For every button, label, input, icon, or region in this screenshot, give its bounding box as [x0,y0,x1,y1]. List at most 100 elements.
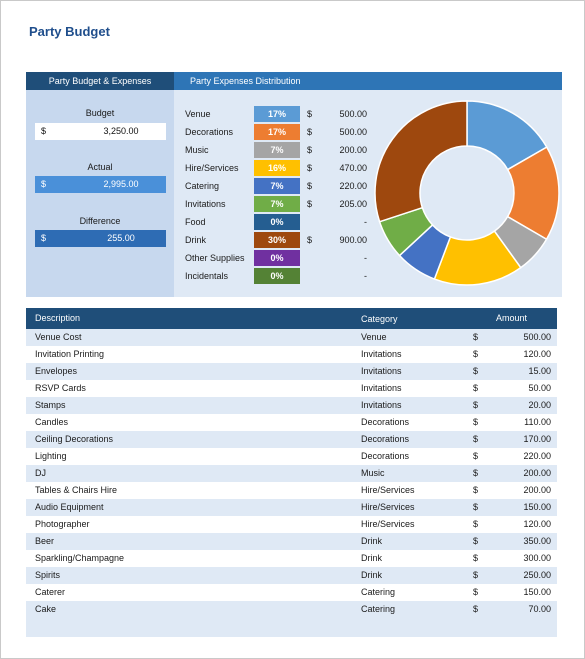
row-description: Spirits [35,570,61,580]
row-amount: 70.00 [528,604,551,614]
table-row: DJ Music $200.00 [26,465,557,482]
row-currency: $ [473,366,479,376]
row-category: Venue [361,332,387,342]
row-amount: 200.00 [523,468,551,478]
table-row: RSVP Cards Invitations $50.00 [26,380,557,397]
expense-amount: - [364,271,367,281]
expense-row: Venue 17% $500.00 [185,105,385,123]
row-category: Decorations [361,434,410,444]
budget-value: 3,250.00 [103,126,139,136]
row-description: Stamps [35,400,66,410]
expense-amount: 500.00 [339,127,367,137]
budget-label: Budget [85,108,115,118]
row-description: Tables & Chairs Hire [35,485,118,495]
row-description: Audio Equipment [35,502,104,512]
table-row: Candles Decorations $110.00 [26,414,557,431]
expense-row: Catering 7% $220.00 [185,177,385,195]
expense-name: Venue [185,109,211,119]
expense-amount: 200.00 [339,145,367,155]
budget-summary-header: Party Budget & Expenses [26,72,174,90]
row-category: Hire/Services [361,502,415,512]
expense-currency: $ [307,109,313,119]
expense-row: Music 7% $200.00 [185,141,385,159]
row-currency: $ [473,536,479,546]
row-category: Invitations [361,366,402,376]
expense-percent: 16% [254,160,300,176]
expense-amount: - [364,253,367,263]
expense-currency: $ [307,181,313,191]
budget-field[interactable]: $ 3,250.00 [35,123,166,140]
expense-name: Incidentals [185,271,229,281]
row-amount: 200.00 [523,485,551,495]
row-currency: $ [473,383,479,393]
donut-slice-drink [374,100,468,223]
row-category: Drink [361,553,383,563]
distribution-panel: Party Expenses Distribution Venue 17% $500… [174,72,562,297]
expense-percent: 30% [254,232,300,248]
row-description: Cake [35,604,57,614]
table-row: Venue Cost Venue $500.00 [26,329,557,346]
expense-donut-chart [374,100,560,286]
row-description: Envelopes [35,366,78,376]
expense-name: Music [185,145,209,155]
difference-field: $ 255.00 [35,230,166,247]
row-amount: 500.00 [523,332,551,342]
row-category: Hire/Services [361,485,415,495]
table-row: Cake Catering $70.00 [26,601,557,618]
row-category: Invitations [361,400,402,410]
expense-name: Catering [185,181,220,191]
row-amount: 150.00 [523,587,551,597]
expense-percent: 17% [254,106,300,122]
row-category: Drink [361,570,383,580]
row-amount: 220.00 [523,451,551,461]
actual-field: $ 2,995.00 [35,176,166,193]
expense-table: Description Category Amount Venue Cost Ve… [26,308,557,637]
row-currency: $ [473,587,479,597]
expense-row: Food 0% - [185,213,385,231]
distribution-header: Party Expenses Distribution [174,72,562,90]
row-category: Catering [361,587,396,597]
expense-name: Other Supplies [185,253,245,263]
expense-name: Invitations [185,199,226,209]
expense-percent: 17% [254,124,300,140]
expense-percent: 0% [254,214,300,230]
table-row: Invitation Printing Invitations $120.00 [26,346,557,363]
row-currency: $ [473,417,479,427]
row-amount: 150.00 [523,502,551,512]
row-currency: $ [473,349,479,359]
row-amount: 15.00 [528,366,551,376]
row-description: Sparkling/Champagne [35,553,125,563]
row-amount: 300.00 [523,553,551,563]
table-footer [26,618,557,637]
table-header: Description Category Amount [26,308,557,329]
expense-name: Decorations [185,127,234,137]
expense-row: Invitations 7% $205.00 [185,195,385,213]
expense-name: Drink [185,235,207,245]
row-category: Drink [361,536,383,546]
expense-currency: $ [307,127,313,137]
table-row: Ceiling Decorations Decorations $170.00 [26,431,557,448]
table-row: Lighting Decorations $220.00 [26,448,557,465]
table-row: Caterer Catering $150.00 [26,584,557,601]
row-description: Candles [35,417,69,427]
table-row: Sparkling/Champagne Drink $300.00 [26,550,557,567]
expense-amount: 500.00 [339,109,367,119]
row-description: DJ [35,468,46,478]
table-row: Beer Drink $350.00 [26,533,557,550]
row-description: Lighting [35,451,67,461]
row-currency: $ [473,468,479,478]
expense-percent: 0% [254,250,300,266]
actual-value: 2,995.00 [103,179,139,189]
row-amount: 20.00 [528,400,551,410]
row-description: Venue Cost [35,332,82,342]
row-currency: $ [473,604,479,614]
actual-label: Actual [87,162,113,172]
row-amount: 120.00 [523,519,551,529]
expense-amount: 470.00 [339,163,367,173]
table-row: Stamps Invitations $20.00 [26,397,557,414]
expense-currency: $ [307,199,313,209]
table-row: Photographer Hire/Services $120.00 [26,516,557,533]
header-description: Description [35,313,81,323]
expense-amount: 220.00 [339,181,367,191]
row-category: Decorations [361,451,410,461]
